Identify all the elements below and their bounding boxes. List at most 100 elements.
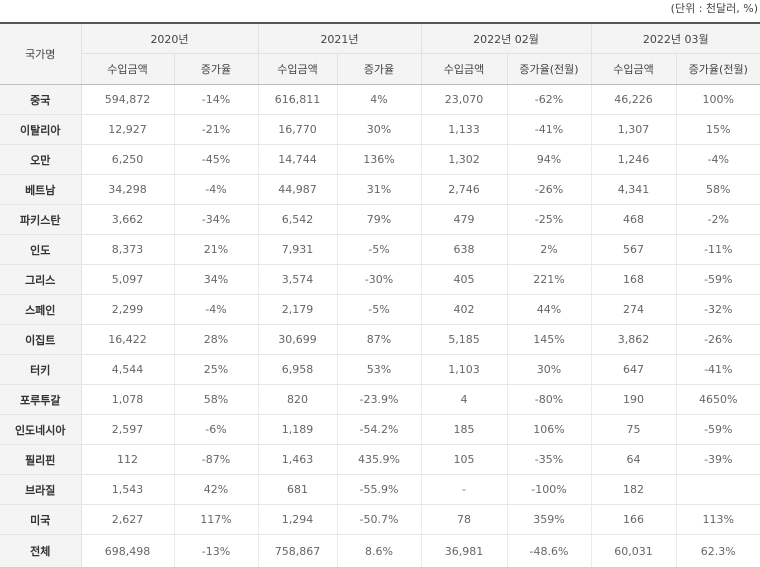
value-cell: -41%: [676, 354, 760, 385]
value-cell: -11%: [676, 234, 760, 265]
value-cell: -26%: [507, 174, 592, 205]
value-cell: 1,302: [421, 144, 508, 175]
country-cell: 인도네시아: [0, 414, 82, 445]
value-cell: 117%: [174, 504, 259, 535]
value-cell: 79%: [337, 204, 422, 235]
value-cell: -50.7%: [337, 504, 422, 535]
value-cell: 567: [591, 234, 677, 265]
value-cell: 4650%: [676, 384, 760, 415]
value-cell: -62%: [507, 84, 592, 115]
value-cell: 1,543: [81, 474, 175, 505]
value-cell: -5%: [337, 234, 422, 265]
total-row: 전체 698,498 -13% 758,867 8.6% 36,981 -48.6% 60,0…: [0, 534, 760, 568]
value-cell: 1,133: [421, 114, 508, 145]
header-row-metrics: 수입금액 증가율 수입금액 증가율 수입금액 증가율(전월) 수입금액 증가율(…: [0, 53, 760, 85]
value-cell: 78: [421, 504, 508, 535]
country-cell: 중국: [0, 84, 82, 115]
value-cell: 405: [421, 264, 508, 295]
value-cell: 638: [421, 234, 508, 265]
value-cell: 4: [421, 384, 508, 415]
value-cell: 6,250: [81, 144, 175, 175]
value-cell: -14%: [174, 84, 259, 115]
value-cell: 594,872: [81, 84, 175, 115]
table-row: 스페인 2,299 -4% 2,179 -5% 402 44% 274 -32%: [0, 294, 760, 325]
value-cell: 15%: [676, 114, 760, 145]
value-cell: 31%: [337, 174, 422, 205]
value-cell: -4%: [174, 174, 259, 205]
sub-header: 증가율(전월): [676, 53, 760, 85]
value-cell: -87%: [174, 444, 259, 475]
value-cell: -55.9%: [337, 474, 422, 505]
value-cell: 44%: [507, 294, 592, 325]
value-cell: 106%: [507, 414, 592, 445]
value-cell: 3,862: [591, 324, 677, 355]
country-cell: 터키: [0, 354, 82, 385]
value-cell: 698,498: [81, 534, 175, 568]
country-cell: 인도: [0, 234, 82, 265]
value-cell: -41%: [507, 114, 592, 145]
value-cell: 1,294: [258, 504, 338, 535]
value-cell: 1,307: [591, 114, 677, 145]
value-cell: -: [421, 474, 508, 505]
value-cell: 359%: [507, 504, 592, 535]
country-cell: 파키스탄: [0, 204, 82, 235]
value-cell: 12,927: [81, 114, 175, 145]
country-cell: 그리스: [0, 264, 82, 295]
value-cell: [676, 474, 760, 505]
value-cell: -54.2%: [337, 414, 422, 445]
value-cell: 6,958: [258, 354, 338, 385]
value-cell: -35%: [507, 444, 592, 475]
value-cell: 21%: [174, 234, 259, 265]
value-cell: 8.6%: [337, 534, 422, 568]
value-cell: 166: [591, 504, 677, 535]
value-cell: 23,070: [421, 84, 508, 115]
value-cell: -59%: [676, 264, 760, 295]
value-cell: 75: [591, 414, 677, 445]
value-cell: 105: [421, 444, 508, 475]
sub-header: 수입금액: [421, 53, 508, 85]
value-cell: 221%: [507, 264, 592, 295]
country-cell: 전체: [0, 534, 82, 568]
value-cell: 7,931: [258, 234, 338, 265]
table-row: 터키 4,544 25% 6,958 53% 1,103 30% 647 -41%: [0, 354, 760, 385]
value-cell: 16,422: [81, 324, 175, 355]
sub-header: 수입금액: [591, 53, 677, 85]
period-header-2021: 2021년: [258, 22, 422, 54]
value-cell: 681: [258, 474, 338, 505]
value-cell: 30%: [337, 114, 422, 145]
country-cell: 오만: [0, 144, 82, 175]
value-cell: 1,078: [81, 384, 175, 415]
value-cell: 14,744: [258, 144, 338, 175]
period-header-2020: 2020년: [81, 22, 259, 54]
table-row: 이집트 16,422 28% 30,699 87% 5,185 145% 3,862 -26%: [0, 324, 760, 355]
country-cell: 포루투갈: [0, 384, 82, 415]
period-header-2022-02: 2022년 02월: [421, 22, 592, 54]
value-cell: 28%: [174, 324, 259, 355]
value-cell: 1,103: [421, 354, 508, 385]
value-cell: 58%: [676, 174, 760, 205]
value-cell: -5%: [337, 294, 422, 325]
period-header-2022-03: 2022년 03월: [591, 22, 760, 54]
value-cell: 46,226: [591, 84, 677, 115]
table-row: 그리스 5,097 34% 3,574 -30% 405 221% 168 -59%: [0, 264, 760, 295]
value-cell: 6,542: [258, 204, 338, 235]
value-cell: 44,987: [258, 174, 338, 205]
import-table: 국가명 2020년 2021년 2022년 02월 2022년 03월 수입금액…: [0, 22, 760, 568]
value-cell: 25%: [174, 354, 259, 385]
value-cell: 136%: [337, 144, 422, 175]
table-row: 베트남 34,298 -4% 44,987 31% 2,746 -26% 4,341 58%: [0, 174, 760, 205]
value-cell: -32%: [676, 294, 760, 325]
value-cell: 820: [258, 384, 338, 415]
value-cell: 30,699: [258, 324, 338, 355]
value-cell: 58%: [174, 384, 259, 415]
value-cell: 2%: [507, 234, 592, 265]
value-cell: 112: [81, 444, 175, 475]
sub-header: 수입금액: [81, 53, 175, 85]
table-row: 필리핀 112 -87% 1,463 435.9% 105 -35% 64 -39%: [0, 444, 760, 475]
value-cell: -4%: [676, 144, 760, 175]
table-row: 브라질 1,543 42% 681 -55.9% - -100% 182: [0, 474, 760, 505]
value-cell: -100%: [507, 474, 592, 505]
table-body: 중국 594,872 -14% 616,811 4% 23,070 -62% 46,226 10…: [0, 84, 760, 568]
value-cell: 2,627: [81, 504, 175, 535]
value-cell: 168: [591, 264, 677, 295]
